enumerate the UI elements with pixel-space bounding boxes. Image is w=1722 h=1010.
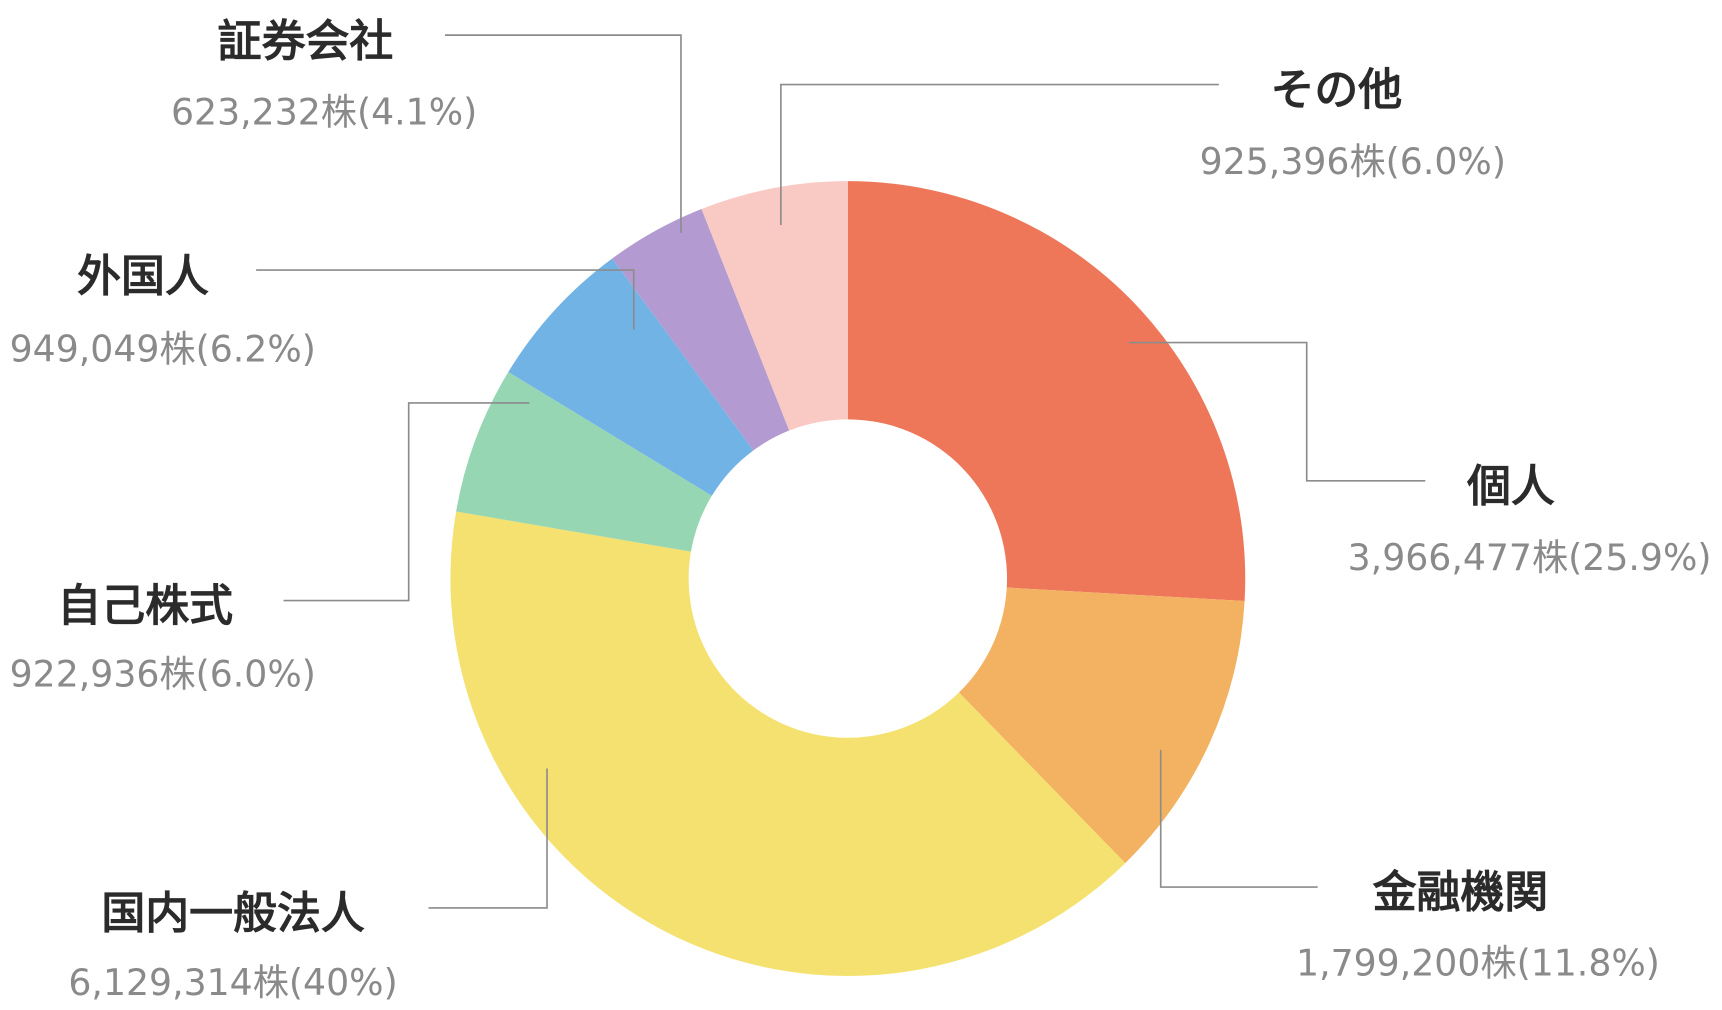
label-jiko: 自己株式 [57, 581, 233, 632]
value-jiko: 922,936株(6.0%) [10, 653, 316, 696]
value-shoken: 623,232株(4.1%) [171, 90, 477, 133]
label-kinyu: 金融機関 [1372, 867, 1549, 918]
leader-line-gaikoku [256, 269, 635, 330]
leader-line-sonota [780, 83, 1219, 226]
value-kinyu: 1,799,200株(11.8%) [1296, 941, 1660, 984]
value-sonota: 925,396株(6.0%) [1200, 140, 1506, 183]
donut-slice-6 [701, 181, 848, 431]
value-kojin: 3,966,477株(25.9%) [1348, 536, 1712, 579]
leader-line-jiko [283, 402, 530, 602]
leader-line-shoken [444, 34, 682, 233]
label-kojin: 個人 [1466, 461, 1555, 512]
label-gaikoku: 外国人 [77, 251, 209, 302]
label-sonota: その他 [1270, 65, 1402, 116]
value-kokunai: 6,129,314株(40%) [68, 961, 397, 1004]
donut-slice-1 [958, 587, 1245, 864]
donut-slice-2 [450, 511, 1126, 976]
donut-slice-5 [612, 209, 790, 451]
leader-line-kinyu [1159, 749, 1318, 888]
label-shoken: 証券会社 [218, 16, 394, 67]
value-gaikoku: 949,049株(6.2%) [10, 328, 316, 371]
donut-slice-0 [847, 181, 1246, 602]
leader-line-kokunai [428, 768, 548, 909]
donut-slice-4 [508, 258, 754, 496]
label-kokunai: 国内一般法人 [101, 888, 365, 939]
donut-slice-3 [456, 371, 712, 552]
donut-slices [450, 181, 1246, 976]
leader-line-kojin [1128, 341, 1426, 482]
